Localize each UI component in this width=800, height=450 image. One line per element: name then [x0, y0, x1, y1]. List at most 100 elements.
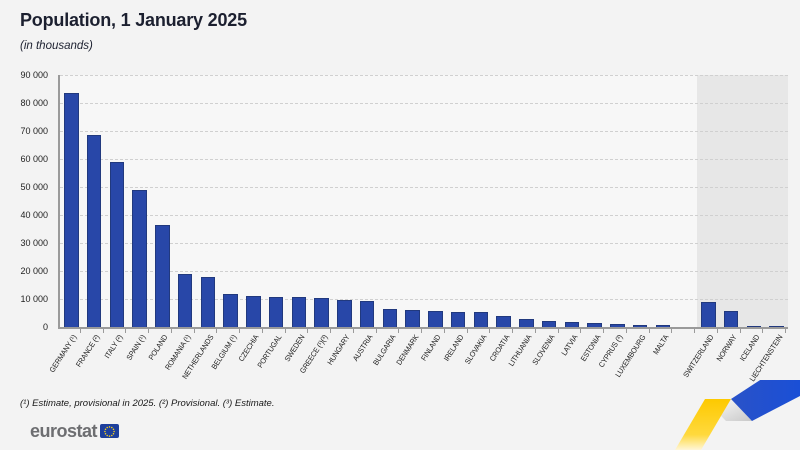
x-tick — [330, 329, 331, 333]
y-tick-label-30000: 30 000 — [20, 238, 48, 248]
x-tick — [375, 329, 377, 333]
x-tick — [785, 329, 786, 333]
bar-spain — [132, 190, 147, 327]
bar-cyprus — [610, 324, 625, 327]
y-tick-label-50000: 50 000 — [20, 182, 48, 192]
x-tick — [739, 329, 741, 333]
bar-series — [60, 75, 788, 327]
bar-ireland — [450, 312, 466, 327]
x-tick — [534, 329, 536, 333]
bar-czechia — [246, 296, 261, 327]
gridline-90000 — [60, 75, 788, 76]
bar-slot-denmark — [401, 75, 424, 327]
bar-slot-norway — [720, 75, 743, 327]
bar-slot-romania — [174, 75, 197, 327]
gridline-60000 — [60, 159, 788, 160]
y-tick-label-40000: 40 000 — [20, 210, 48, 220]
y-tick-label-70000: 70 000 — [20, 126, 48, 136]
gridline-50000 — [60, 187, 788, 188]
x-tick — [443, 329, 445, 333]
bar-slot-latvia — [561, 75, 584, 327]
y-tick-label-0: 0 — [42, 322, 48, 332]
bar-netherlands — [200, 277, 216, 327]
gridline-10000 — [60, 299, 788, 300]
bar-slot-malta — [652, 75, 675, 327]
x-axis-labels: GERMANY (¹) FRANCE (²) ITALY (²) SPAIN (¹) P… — [48, 327, 798, 402]
y-tick-label-20000: 20 000 — [20, 266, 48, 276]
bar-finland — [428, 311, 443, 327]
x-tick — [694, 329, 695, 333]
bar-slot-liechtenstein — [765, 75, 788, 327]
x-tick — [671, 329, 673, 333]
eurostat-logo-text: eurostat — [30, 421, 98, 441]
x-tick — [261, 329, 263, 333]
bar-poland — [155, 225, 170, 327]
y-tick-label-90000: 90 000 — [20, 70, 48, 80]
bar-luxembourg — [632, 325, 648, 327]
y-tick-label-80000: 80 000 — [20, 98, 48, 108]
bar-germany — [64, 93, 79, 327]
x-tick — [352, 329, 354, 333]
bar-slot-greece — [310, 75, 333, 327]
chart-plot-area — [58, 75, 788, 329]
bar-greece — [314, 298, 329, 327]
bar-malta — [655, 325, 671, 327]
x-tick — [79, 329, 81, 333]
bar-slot-germany — [60, 75, 83, 327]
gridline-80000 — [60, 103, 788, 104]
gridline-40000 — [60, 215, 788, 216]
bar-switzerland — [701, 302, 716, 327]
x-tick — [512, 329, 513, 333]
efta-shaded-zone — [697, 75, 788, 327]
bar-slot-lithuania — [515, 75, 538, 327]
x-tick — [421, 329, 422, 333]
x-tick — [580, 329, 582, 333]
x-tick — [125, 329, 127, 333]
x-tick — [398, 329, 400, 333]
bar-estonia — [587, 323, 602, 327]
x-tick — [148, 329, 149, 333]
x-tick — [307, 329, 309, 333]
y-tick-label-10000: 10 000 — [20, 294, 48, 304]
bar-slot-croatia — [492, 75, 515, 327]
bar-slot-italy — [106, 75, 129, 327]
bar-slot-ireland — [447, 75, 470, 327]
bar-portugal — [268, 297, 284, 327]
gridline-20000 — [60, 271, 788, 272]
x-tick — [557, 329, 559, 333]
ribbon-stripe-yellow — [675, 399, 731, 450]
x-tick — [284, 329, 286, 333]
bar-italy — [109, 162, 125, 327]
x-tick — [489, 329, 491, 333]
bar-slot-switzerland — [697, 75, 720, 327]
bar-slot-portugal — [265, 75, 288, 327]
bar-romania — [177, 274, 193, 327]
bar-slot-netherlands — [197, 75, 220, 327]
y-axis-labels: 0 10 000 20 000 30 000 40 000 50 000 60 000 70 … — [0, 70, 52, 332]
x-tick — [466, 329, 468, 333]
eurostat-logo[interactable]: eurostat — [30, 421, 120, 441]
x-tick — [625, 329, 627, 333]
bar-belgium — [223, 294, 238, 327]
eu-flag-icon — [100, 424, 120, 438]
bar-latvia — [564, 322, 580, 327]
gridline-70000 — [60, 131, 788, 132]
x-tick — [102, 329, 104, 333]
bar-slovenia — [541, 321, 557, 327]
x-tick — [216, 329, 218, 333]
bar-slot-spain — [128, 75, 151, 327]
bar-slot-czechia — [242, 75, 265, 327]
bar-slot-slovenia — [538, 75, 561, 327]
gridline-30000 — [60, 243, 788, 244]
bar-slot-finland — [424, 75, 447, 327]
x-tick — [716, 329, 718, 333]
bar-lithuania — [519, 319, 534, 327]
bar-norway — [723, 311, 739, 327]
bar-france — [86, 135, 102, 327]
bar-slovakia — [473, 312, 489, 327]
x-tick — [170, 329, 172, 333]
x-tick — [648, 329, 650, 333]
x-tick — [762, 329, 764, 333]
bar-sweden — [291, 297, 307, 327]
